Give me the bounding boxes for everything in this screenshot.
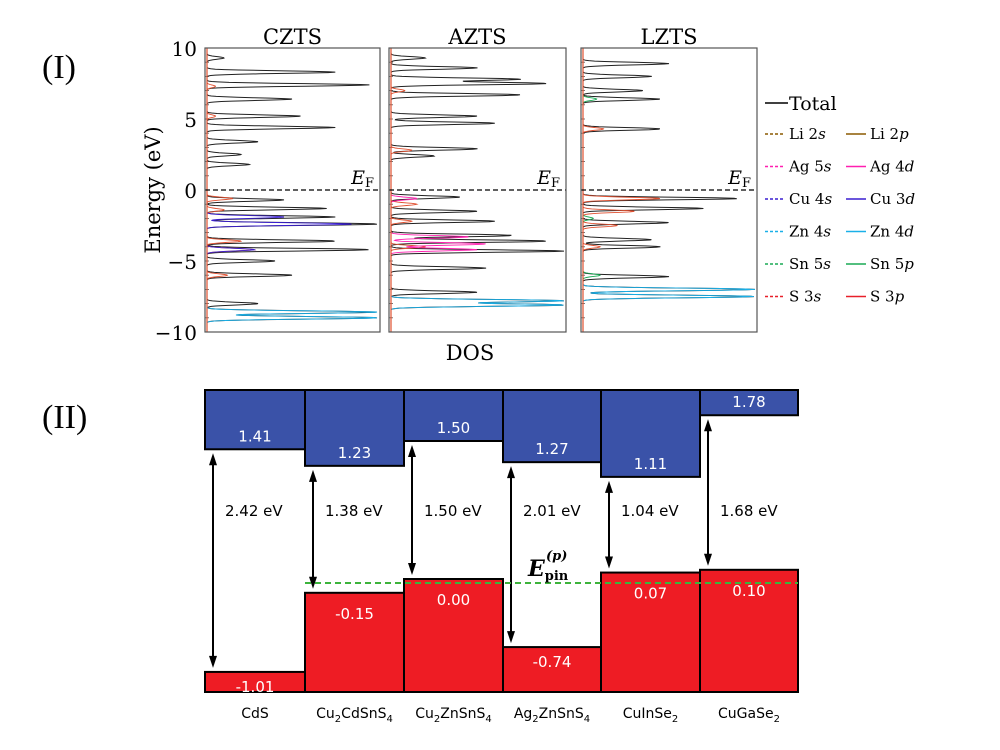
dos-chart: Energy (eV) DOS 1050−5−10CZTSEFAZTSEFLZT…: [141, 25, 758, 365]
gap-arrow-head: [507, 631, 515, 644]
y-tick-label: 10: [172, 37, 197, 61]
material-label: Cu2​CdSnS4​: [316, 706, 393, 725]
panel-title: AZTS: [447, 25, 506, 49]
panel-label-i: (I): [42, 49, 76, 86]
valence-band-bar: [699, 568, 799, 693]
legend-label: Sn 5s: [789, 255, 831, 273]
material-label: CuGaSe2​: [718, 706, 780, 725]
band-gap-label: 1.50 eV: [424, 502, 482, 520]
legend: Total Li 2s Li 2p Ag 5s Ag 4d Cu 4s Cu 3d Zn 4s…: [765, 93, 915, 306]
legend-label: S 3s: [789, 288, 822, 306]
pinning-label-superscript: (p): [546, 549, 567, 564]
band-column: 1.78 0.10 1.68 eV CuGaSe2​: [699, 389, 799, 725]
gap-arrow-head: [309, 469, 317, 482]
axes-frame: [204, 47, 381, 333]
conduction-band-bar: [403, 389, 504, 442]
gap-arrow-head: [704, 419, 712, 432]
y-tick-label: −5: [168, 250, 197, 274]
material-label: Ag2​ZnSnS4​: [514, 706, 590, 725]
vbm-value: -0.15: [335, 605, 374, 623]
gap-arrow-head: [507, 466, 515, 479]
gap-arrow-head: [408, 445, 416, 457]
conduction-band-bar: [699, 389, 799, 417]
gap-arrow-head: [309, 576, 317, 589]
legend-label: Sn 5p: [870, 255, 914, 273]
gap-arrow-head: [408, 563, 416, 575]
gap-arrow-head: [704, 553, 712, 566]
material-label: CdS: [241, 706, 269, 722]
legend-label: Ag 5s: [788, 158, 832, 176]
y-axis-label: Energy (eV): [141, 126, 165, 253]
panel-label-ii: (II): [42, 399, 87, 436]
legend-label: Cu 3d: [870, 190, 915, 208]
cbm-value: 1.23: [338, 444, 371, 462]
axes-frame: [580, 47, 758, 333]
band-gap-label: 2.01 eV: [523, 502, 581, 520]
vbm-value: 0.07: [634, 585, 667, 603]
legend-label: Cu 4s: [789, 190, 832, 208]
panel-title: LZTS: [641, 25, 698, 49]
cbm-value: 1.11: [634, 455, 667, 473]
legend-label: S 3p: [870, 288, 905, 306]
band-column: 1.23 -0.15 1.38 eV Cu2​CdSnS4​: [304, 389, 405, 725]
fermi-label: EF: [350, 167, 374, 191]
vbm-value: 0.00: [437, 591, 470, 609]
cbm-value: 1.27: [535, 440, 568, 458]
legend-label: Total: [789, 93, 837, 115]
band-gap-label: 2.42 eV: [225, 502, 283, 520]
valence-band-bar: [304, 591, 405, 693]
legend-label: Zn 4d: [870, 223, 914, 241]
legend-label: Zn 4s: [789, 223, 831, 241]
fermi-label: EF: [536, 167, 560, 191]
dos-panel-lzts: LZTS EF: [580, 25, 758, 333]
cbm-value: 1.50: [437, 419, 470, 437]
fermi-label: EF: [727, 167, 751, 191]
band-gap-label: 1.68 eV: [720, 502, 778, 520]
cbm-value: 1.41: [238, 427, 271, 445]
legend-label: Li 2s: [789, 125, 826, 143]
valence-band-bar: [403, 578, 504, 693]
x-axis-label: DOS: [446, 341, 494, 365]
cbm-value: 1.78: [732, 393, 765, 411]
legend-label: Li 2p: [870, 125, 909, 143]
y-tick-label: −10: [155, 321, 197, 345]
gap-arrow-head: [605, 480, 613, 493]
material-label: CuInSe2​: [623, 706, 679, 725]
vbm-value: 0.10: [732, 582, 765, 600]
conduction-band-bar: [502, 389, 602, 464]
material-label: Cu2​ZnSnS4​: [415, 706, 492, 725]
valence-band-bar: [502, 646, 602, 694]
vbm-value: -1.01: [236, 678, 275, 696]
band-column: 1.27 -0.74 2.01 eV Ag2​ZnSnS4​: [502, 389, 602, 725]
band-gap-label: 1.04 eV: [621, 502, 679, 520]
dos-panel-azts: AZTS EF: [388, 25, 567, 333]
conduction-band-bar: [204, 389, 306, 451]
legend-label: Ag 4d: [869, 158, 914, 176]
band-column: 1.41 -1.01 2.42 eV CdS: [204, 389, 306, 722]
gap-arrow-head: [209, 655, 217, 668]
y-tick-label: 5: [184, 108, 197, 132]
gap-arrow-head: [605, 556, 613, 569]
band-gap-label: 1.38 eV: [325, 502, 383, 520]
conduction-band-bar: [600, 389, 701, 478]
y-tick-label: 0: [184, 179, 197, 203]
valence-band-bar: [600, 571, 701, 693]
gap-arrow-head: [209, 453, 217, 466]
panel-title: CZTS: [263, 25, 322, 49]
band-alignment-chart: 1.41 -1.01 2.42 eV CdS 1.23 -0.15 1.38 eV Cu2​C…: [204, 389, 799, 725]
band-column: 1.50 0.00 1.50 eV Cu2​ZnSnS4​: [403, 389, 504, 725]
axes-frame: [388, 47, 567, 333]
band-column: 1.11 0.07 1.04 eV CuInSe2​: [600, 389, 701, 725]
vbm-value: -0.74: [533, 653, 572, 671]
dos-panel-czts: CZTS EF: [204, 25, 381, 333]
